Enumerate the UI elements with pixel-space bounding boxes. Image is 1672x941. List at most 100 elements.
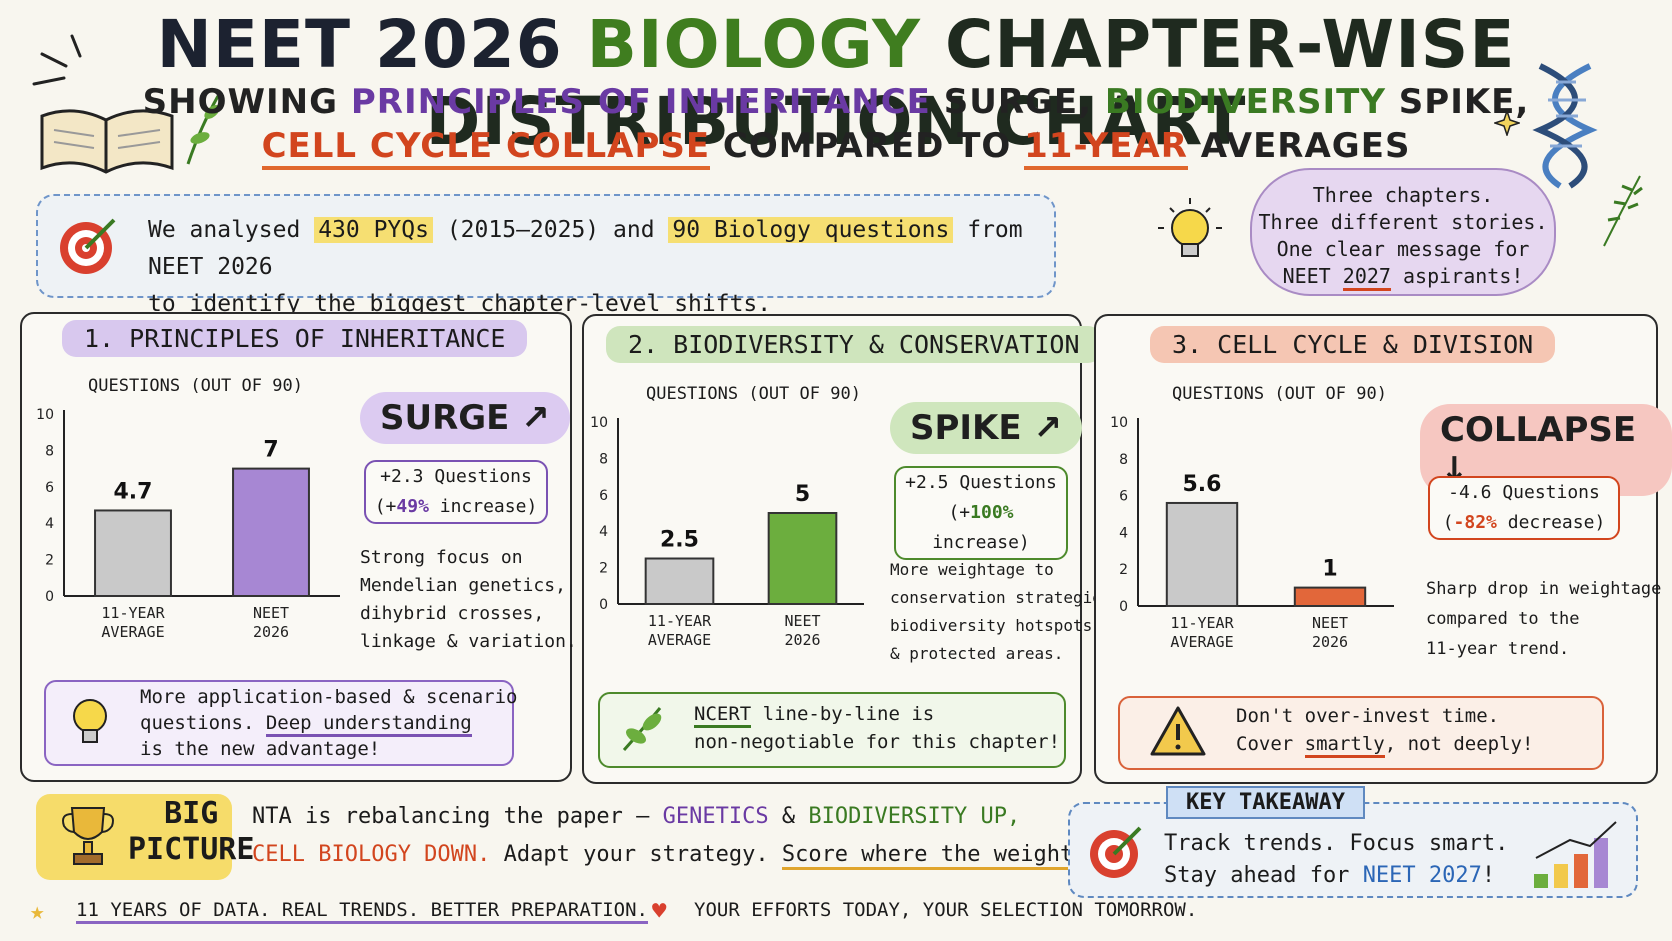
cloud-line: One clear message for [1276,237,1530,261]
stat-word: increase) [428,496,538,517]
data-label: 1 [1322,557,1337,582]
desc-line: biodiversity hotspots, [890,616,1102,635]
y-tick-label: 6 [1119,489,1128,505]
tip-line: More application-based & scenario [140,686,518,708]
y-tick-label: 2 [599,561,608,577]
growth-chart-icon [1534,821,1617,888]
data-label: 5 [795,482,810,507]
big-picture-box [36,794,232,880]
desc-line: conservation strategies, [890,588,1122,607]
y-tick-label: 6 [45,480,54,496]
subtitle-text: SHOWING [142,82,339,122]
category-label: NEET [784,612,820,630]
badge-label: SURGE [380,398,510,438]
bp-line: CELL BIOLOGY DOWN. Adapt your strategy. … [252,836,1166,874]
subtitle-text: SURGE, [943,82,1093,122]
tip-text: Don't over-invest time. Cover smartly, n… [1236,702,1533,758]
axis-label: QUESTIONS (OUT OF 90) [88,376,303,396]
bp-genetics: GENETICS [662,804,769,829]
category-label: 11-YEAR [1170,614,1234,632]
key-takeaway-text: Track trends. Focus smart. Stay ahead fo… [1164,828,1508,892]
big-picture-title: BIG PICTURE [128,796,254,868]
stat-questions: -4.6 Questions [1448,482,1600,503]
stat-questions: +2.5 Questions [905,472,1057,493]
subtitle-biodiversity: BIODIVERSITY [1104,82,1386,122]
data-label: 4.7 [114,479,153,504]
tip-fragment: line-by-line is [751,703,935,725]
key-takeaway-label: KEY TAKEAWAY [1166,786,1365,819]
panel-description: Sharp drop in weightage compared to the … [1426,574,1661,664]
cloud-line: NEET 2027 aspirants! [1252,263,1554,291]
subtitle-text: COMPARED TO [722,126,1012,166]
tip-line: non-negotiable for this chapter! [694,731,1061,753]
intro-box [36,194,1056,298]
tip-emphasis: smartly [1304,733,1385,758]
subtitle-text: SPIKE, [1398,82,1530,122]
leaf-icon [622,707,662,752]
tip-box [44,680,514,766]
big-picture-line: PICTURE [128,832,255,867]
target-icon [1090,826,1142,878]
y-tick-label: 2 [1119,562,1128,578]
tip-fragment: Cover [1236,733,1305,755]
tip-fragment: questions. [140,712,255,734]
y-tick-label: 10 [590,415,608,431]
stat-percent: -82% [1453,512,1497,533]
cloud-aspirants: aspirants! [1403,264,1524,288]
desc-line: Mendelian genetics, [360,575,566,596]
stat-open: (+ [374,496,397,517]
footer-right: YOUR EFFORTS TODAY, YOUR SELECTION TOMOR… [694,899,1198,921]
target-icon [60,218,116,274]
data-label: 7 [263,438,278,463]
stat-percent: 100% [970,502,1014,523]
category-label: AVERAGE [1170,633,1233,651]
y-tick-label: 8 [45,443,54,459]
big-picture-line: BIG [164,796,219,831]
bp-cellbiology: CELL BIOLOGY DOWN. [252,842,491,867]
warning-icon [1150,706,1206,756]
stat-word: decrease) [1496,512,1606,533]
desc-line: Strong focus on [360,547,523,568]
cloud-callout: Three chapters. Three different stories.… [1250,168,1556,296]
y-tick-label: 10 [1110,415,1128,431]
tip-line: questions. Deep understanding [140,710,518,737]
stat-word: increase) [932,532,1030,553]
panel-title: 3. CELL CYCLE & DIVISION [1150,326,1556,363]
badge-spike: SPIKE ↗ [890,402,1082,454]
title-biology: BIOLOGY [586,6,921,83]
tip-line: NCERT line-by-line is [694,700,1060,728]
takeaway-fragment: Stay ahead for [1164,863,1350,888]
arrow-up-icon: ↗ [1033,408,1062,448]
takeaway-line: Stay ahead for NEET 2027! [1164,860,1508,892]
takeaway-neet: NEET 2027 [1362,863,1482,888]
desc-line: compared to the [1426,609,1580,629]
bar [94,509,172,597]
bar [767,512,838,605]
tip-text: More application-based & scenario questi… [140,684,518,762]
panel-title: 1. PRINCIPLES OF INHERITANCE [62,320,528,357]
sparkle-icon [1494,110,1520,136]
footer-left: 11 YEARS OF DATA. REAL TRENDS. BETTER PR… [76,899,648,924]
badge-surge: SURGE ↗ [360,392,570,444]
dna-icon [1532,63,1598,189]
badge-label: COLLAPSE [1440,410,1637,450]
tip-box [598,692,1066,768]
tip-line: is the new advantage! [140,738,381,760]
desc-line: Sharp drop in weightage [1426,579,1662,599]
tip-line: Don't over-invest time. [1236,705,1500,727]
badge-label: SPIKE [910,408,1022,448]
cloud-line: Three chapters. [1312,183,1494,207]
category-label: 2026 [253,623,289,641]
tip-emphasis: Deep understanding [265,712,472,737]
trophy-icon [62,807,114,865]
axis-label: QUESTIONS (OUT OF 90) [1172,384,1387,404]
bp-biodiversity: BIODIVERSITY UP, [808,804,1021,829]
tip-emphasis: NCERT [694,703,752,728]
big-picture-body: NTA is rebalancing the paper — GENETICS … [252,798,1166,874]
cloud-year: 2027 [1342,264,1391,291]
intro-fragment: from NEET 2026 [148,217,1023,280]
tip-text: NCERT line-by-line is non-negotiable for… [694,700,1060,756]
category-label: 2026 [1312,633,1348,651]
stat-change: (+49% increase) [366,492,546,522]
